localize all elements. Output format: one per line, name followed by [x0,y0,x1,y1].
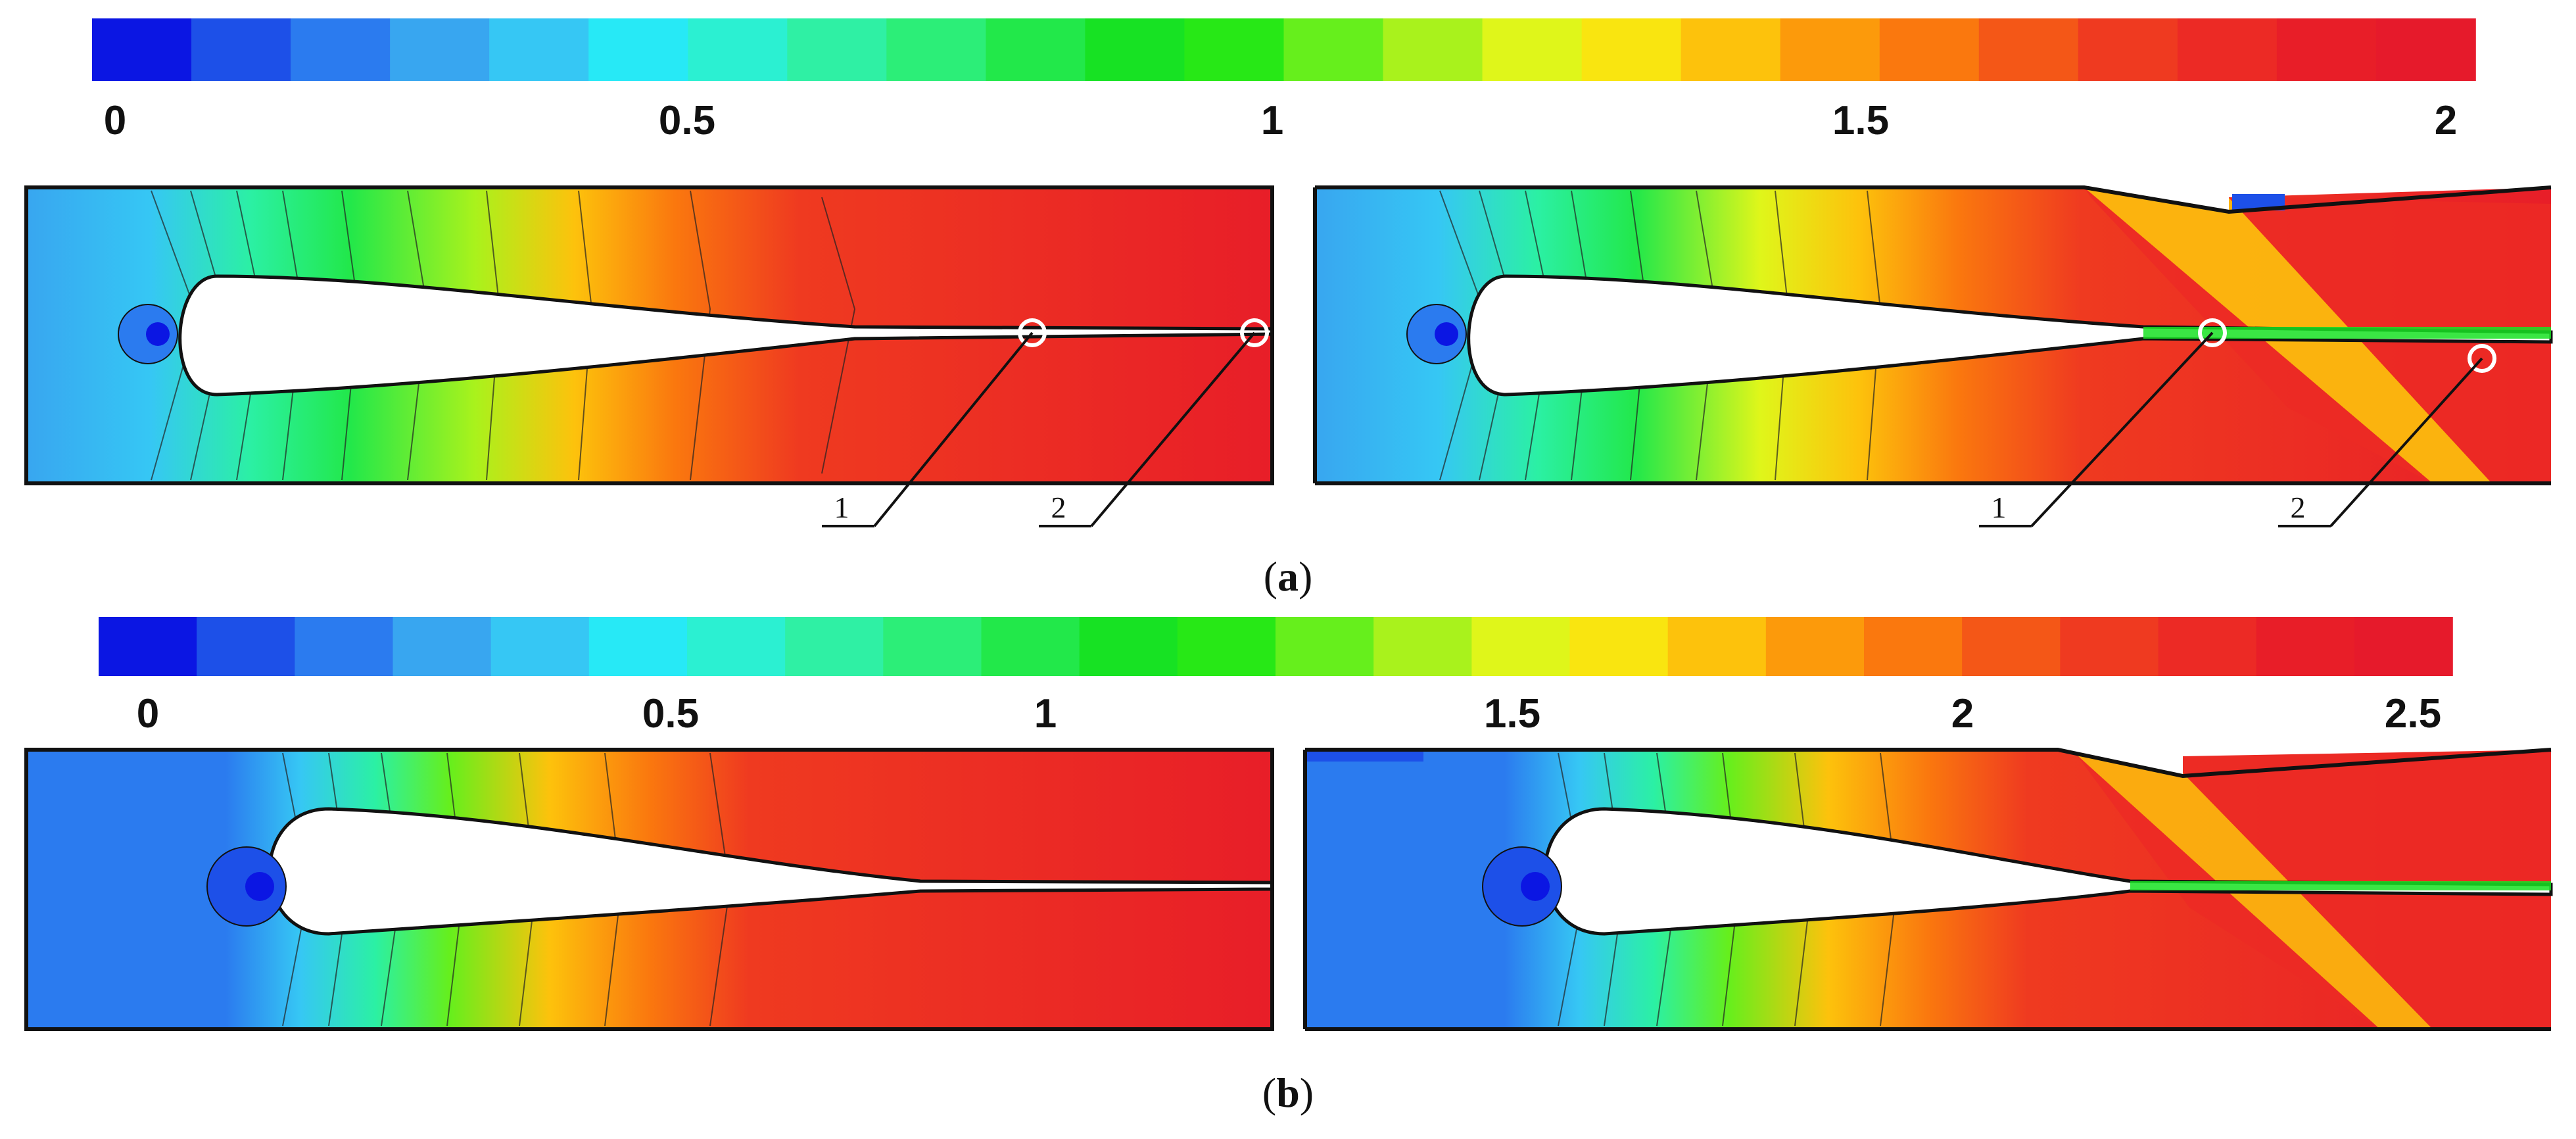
colorbar-a-swatch [191,18,291,81]
colorbar-b-swatch [1079,617,1178,676]
colorbar-b-swatch [1667,617,1767,676]
colorbar-b [99,617,2453,676]
callout-1-left: 1 [834,491,849,524]
colorbar-a-swatch [2177,18,2278,81]
colorbar-b-swatch [687,617,786,676]
callout-2-right: 2 [2290,491,2306,524]
colorbar-b-tick-label: 0 [136,691,160,737]
colorbar-a-swatch [1681,18,1781,81]
colorbar-a-swatch [1085,18,1185,81]
colorbar-b-swatch [490,617,590,676]
colorbar-b-swatch [99,617,197,676]
caption-a: (a) [1263,553,1313,600]
colorbar-b-tick-label: 1.5 [1483,691,1541,737]
field-b-right [1303,740,2553,1031]
colorbar-a-tick-label: 0.5 [658,98,716,143]
colorbar-b-swatch [1471,617,1571,676]
colorbar-a-swatch [489,18,590,81]
colorbar-a-swatch [1780,18,1880,81]
colorbar-b-swatch [2354,617,2453,676]
colorbar-a-swatch [2078,18,2178,81]
colorbar-a-swatch [390,18,490,81]
colorbar-a-swatch [688,18,788,81]
colorbar-b-swatch [1569,617,1669,676]
colorbar-a-tick-label: 2 [2434,98,2458,143]
colorbar-a-tick-label: 1.5 [1832,98,1890,143]
colorbar-b-swatch [197,617,296,676]
colorbar-b-tick-label: 2 [1951,691,1974,737]
colorbar-a-swatch [1978,18,2079,81]
colorbar-a-swatch [1184,18,1285,81]
colorbar-b-swatch [588,617,688,676]
colorbar-a-swatch [1581,18,1682,81]
colorbar-b-swatch [2060,617,2159,676]
field-b-left [24,748,1274,1031]
colorbar-b-swatch [1276,617,1374,676]
field-a-left [24,185,1274,527]
callout-1-right: 1 [1991,491,2007,524]
colorbar-a-tick-label: 1 [1260,98,1284,143]
colorbar-b-tick-label: 2.5 [2384,691,2442,737]
colorbar-a-swatch [588,18,689,81]
colorbar-a-swatch [1383,18,1483,81]
colorbar-a-swatch [291,18,391,81]
colorbar-a-swatch [1283,18,1384,81]
colorbar-a-swatch [886,18,987,81]
colorbar-a-swatch [986,18,1086,81]
colorbar-b-swatch [2256,617,2355,676]
colorbar-b-swatch [981,617,1080,676]
colorbar-b-swatch [1765,617,1865,676]
colorbar-b-swatch [1864,617,1963,676]
caption-b-letter: b [1276,1069,1300,1116]
colorbar-a-swatch [2375,18,2476,81]
colorbar-b-swatch [2158,617,2257,676]
colorbar-a-swatch [92,18,192,81]
colorbar-a-swatch [1482,18,1583,81]
colorbar-b-swatch [883,617,982,676]
colorbar-b-swatch [1177,617,1276,676]
colorbar-a-swatch [2276,18,2377,81]
caption-a-letter: a [1277,553,1299,600]
colorbar-b-swatch [785,617,884,676]
colorbar-a-swatch [1879,18,1980,81]
colorbar-a-swatch [787,18,888,81]
colorbar-b-swatch [1373,617,1473,676]
callout-2-left: 2 [1051,491,1066,524]
colorbar-b-tick-label: 0.5 [642,691,700,737]
colorbar-b-tick-label: 1 [1034,691,1057,737]
colorbar-a-tick-label: 0 [103,98,127,143]
colorbar-a [92,18,2476,81]
field-a-right [1313,178,2553,527]
colorbar-b-swatch [295,617,394,676]
caption-b: (b) [1262,1069,1314,1116]
colorbar-b-swatch [1962,617,2061,676]
colorbar-b-swatch [393,617,492,676]
